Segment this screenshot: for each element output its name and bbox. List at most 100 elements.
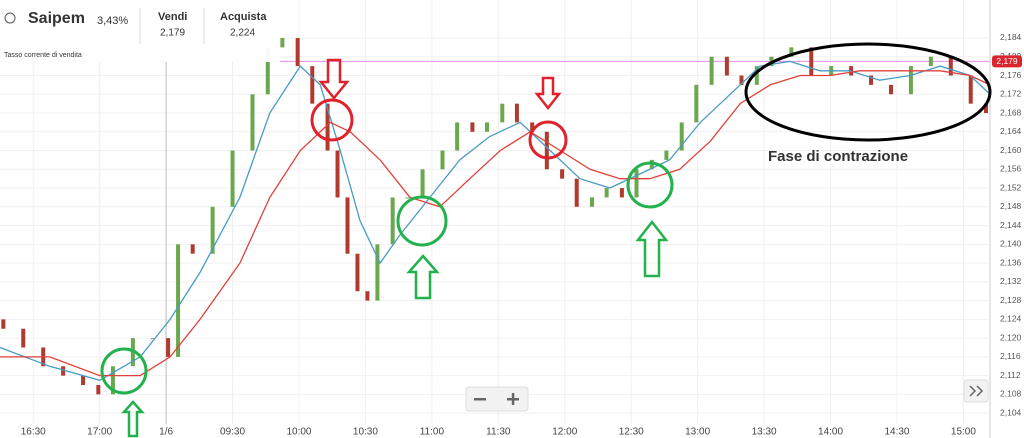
y-tick-label: 2,104 bbox=[1000, 407, 1022, 417]
candle bbox=[514, 103, 519, 123]
x-tick-label: 09:30 bbox=[220, 427, 245, 438]
rate-label: Tasso corrente di vendita bbox=[4, 52, 82, 59]
candle bbox=[61, 366, 66, 376]
y-tick-label: 2,128 bbox=[1000, 295, 1022, 305]
candle bbox=[96, 385, 101, 395]
y-tick-label: 2,116 bbox=[1000, 351, 1021, 361]
x-tick-label: 16:30 bbox=[21, 427, 46, 438]
candle bbox=[345, 197, 350, 254]
circle bbox=[310, 98, 354, 142]
candle bbox=[869, 75, 874, 85]
candle bbox=[694, 84, 699, 123]
candle bbox=[390, 197, 395, 245]
price-label: 2,179 bbox=[996, 56, 1018, 66]
moving-average bbox=[0, 70, 991, 377]
y-tick-label: 2,140 bbox=[1000, 239, 1022, 249]
candle bbox=[984, 103, 989, 114]
circle bbox=[396, 195, 448, 247]
arrow bbox=[406, 254, 440, 300]
y-tick-label: 2,148 bbox=[1000, 201, 1022, 211]
candle bbox=[709, 56, 714, 85]
candle bbox=[420, 169, 425, 198]
arrow bbox=[121, 400, 145, 438]
y-tick-label: 2,184 bbox=[1000, 32, 1022, 42]
y-tick-label: 2,124 bbox=[1000, 314, 1022, 324]
candle bbox=[455, 122, 460, 151]
candle bbox=[375, 244, 380, 301]
zoom-in[interactable] bbox=[511, 393, 515, 405]
candle bbox=[230, 150, 235, 207]
y-tick-label: 2,164 bbox=[1000, 126, 1022, 136]
y-tick-label: 2,160 bbox=[1000, 145, 1022, 155]
candle bbox=[590, 197, 595, 207]
candle bbox=[809, 47, 814, 76]
y-tick-label: 2,132 bbox=[1000, 276, 1022, 286]
candle bbox=[405, 197, 410, 199]
price-badge bbox=[992, 55, 1022, 68]
x-tick-label: 17:00 bbox=[87, 427, 112, 438]
candle bbox=[166, 338, 171, 357]
candle bbox=[110, 366, 115, 395]
info-icon[interactable] bbox=[4, 12, 16, 24]
candle bbox=[325, 103, 330, 151]
y-tick-label: 2,112 bbox=[1000, 370, 1021, 380]
candle bbox=[470, 122, 475, 132]
y-tick-label: 2,136 bbox=[1000, 257, 1022, 267]
scroll-icon bbox=[969, 385, 977, 397]
y-tick-label: 2,144 bbox=[1000, 220, 1022, 230]
candle bbox=[265, 47, 270, 95]
scroll-icon bbox=[976, 385, 984, 397]
candle bbox=[679, 122, 684, 151]
x-tick-label: 10:00 bbox=[286, 427, 311, 438]
annotation: Fase di contrazione bbox=[768, 148, 908, 165]
candle bbox=[739, 75, 744, 85]
y-tick-label: 2,120 bbox=[1000, 332, 1022, 342]
candle bbox=[574, 178, 579, 207]
candle bbox=[210, 206, 215, 254]
y-tick-label: 2,168 bbox=[1000, 107, 1022, 117]
candle bbox=[604, 188, 609, 198]
candle bbox=[280, 37, 285, 48]
x-tick-label: 13:30 bbox=[752, 427, 777, 438]
y-tick-label: 2,152 bbox=[1000, 182, 1022, 192]
candle bbox=[968, 75, 973, 104]
candle bbox=[21, 328, 26, 348]
arrow bbox=[635, 219, 669, 278]
candle bbox=[889, 84, 893, 95]
x-tick-label: 10:30 bbox=[353, 427, 378, 438]
candle bbox=[485, 122, 490, 132]
candle bbox=[530, 122, 535, 132]
candle bbox=[634, 169, 639, 198]
candle bbox=[150, 338, 155, 340]
buy-label: Acquista bbox=[220, 11, 267, 23]
candle bbox=[754, 66, 759, 85]
header: Saipem 3,43% Vendi 2,179 Acquista 2,224 … bbox=[0, 0, 280, 62]
x-tick-label: 14:30 bbox=[884, 427, 909, 438]
x-tick-label: 12:30 bbox=[619, 427, 644, 438]
candle bbox=[544, 131, 549, 170]
zoom-out[interactable] bbox=[474, 398, 486, 401]
x-tick-label: 1/6 bbox=[159, 427, 173, 438]
candle bbox=[365, 291, 370, 301]
annotations bbox=[100, 42, 992, 438]
sell-value: 2,179 bbox=[160, 28, 185, 39]
title: Saipem bbox=[28, 10, 85, 27]
x-tick-label: 12:00 bbox=[552, 427, 577, 438]
candle bbox=[908, 66, 913, 95]
candle bbox=[649, 159, 654, 170]
x-tick-label: 13:00 bbox=[685, 427, 710, 438]
candle bbox=[724, 56, 729, 76]
sell-label: Vendi bbox=[158, 11, 187, 23]
candle bbox=[310, 66, 315, 104]
plot bbox=[0, 37, 991, 395]
candle bbox=[928, 56, 933, 67]
x-tick-label: 14:00 bbox=[818, 427, 843, 438]
buy-value: 2,224 bbox=[230, 28, 255, 39]
candle bbox=[190, 244, 195, 254]
candle bbox=[789, 47, 794, 57]
circle bbox=[626, 161, 674, 209]
candle bbox=[335, 150, 340, 198]
zoom-controls bbox=[465, 379, 989, 412]
